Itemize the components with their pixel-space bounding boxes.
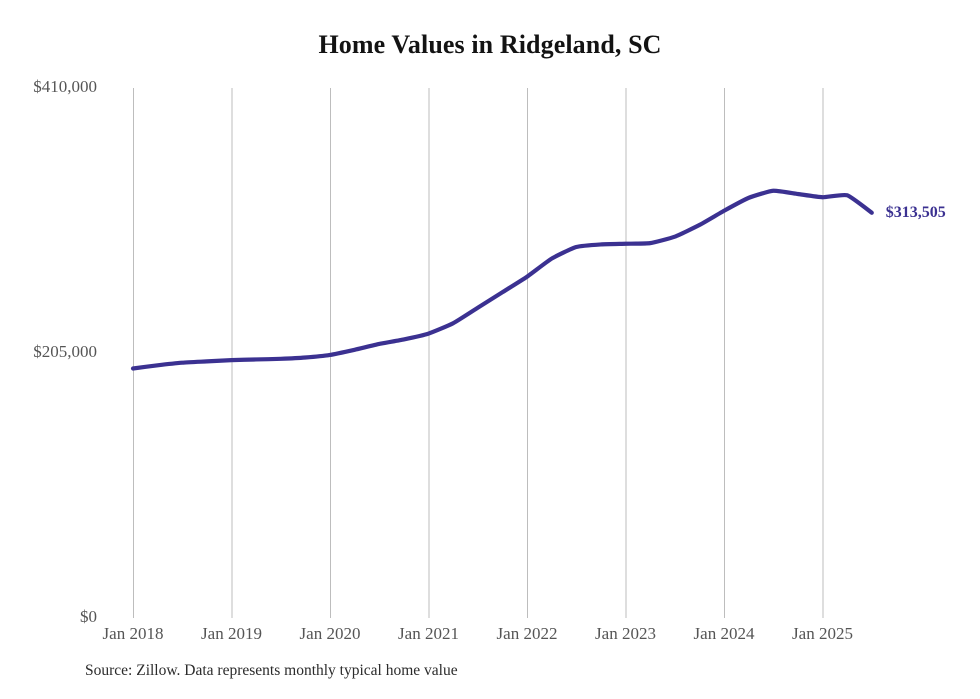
x-axis-tick-label: Jan 2024: [693, 624, 755, 643]
x-axis-tick-label: Jan 2019: [201, 624, 262, 643]
chart-gridlines: [133, 88, 824, 618]
x-axis-tick-label: Jan 2021: [398, 624, 459, 643]
x-axis-tick-label: Jan 2020: [299, 624, 361, 643]
x-axis-tick-label: Jan 2018: [102, 624, 164, 643]
x-axis-tick-label: Jan 2025: [792, 624, 853, 643]
x-axis-tick-label: Jan 2022: [496, 624, 558, 643]
y-axis-tick-label: $410,000: [33, 77, 97, 96]
y-axis-tick-label: $0: [80, 607, 97, 626]
end-value-annotation: $313,505: [885, 203, 946, 221]
x-axis-tick-label: Jan 2023: [595, 624, 656, 643]
home-value-line: [130, 188, 874, 371]
source-note: Source: Zillow. Data represents monthly …: [85, 662, 458, 679]
y-axis-tick-label: $205,000: [33, 342, 97, 361]
chart-title: Home Values in Ridgeland, SC: [318, 30, 662, 59]
